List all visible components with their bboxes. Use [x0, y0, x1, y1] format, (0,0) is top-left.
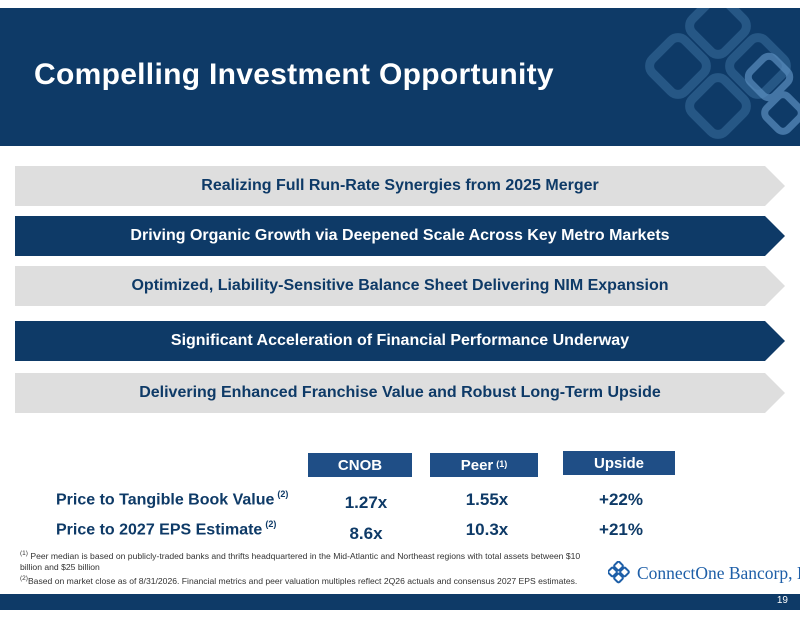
column-header-label: Peer	[460, 456, 494, 474]
pillar-label: Optimized, Liability-Sensitive Balance S…	[131, 277, 669, 294]
column-header-upside: Upside	[563, 451, 675, 475]
row-label-price-to-tbv: Price to Tangible Book Value (2)	[56, 489, 289, 509]
footnote-1: (1) Peer median is based on publicly-tra…	[20, 548, 600, 573]
column-header-cnob: CNOB	[308, 453, 412, 477]
value-peer-tbv: 1.55x	[465, 490, 509, 509]
pillar-banner-5: Delivering Enhanced Franchise Value and …	[15, 373, 785, 413]
footer-bar: 19	[0, 594, 800, 610]
pillar-label: Delivering Enhanced Franchise Value and …	[139, 384, 661, 401]
footnote-marker: (2)	[20, 574, 28, 582]
column-header-label: CNOB	[337, 456, 383, 474]
row-label-text: Price to Tangible Book Value	[56, 491, 275, 509]
footnote-2: (2)Based on market close as of 8/31/2026…	[20, 573, 600, 587]
footnotes: (1) Peer median is based on publicly-tra…	[20, 548, 600, 587]
value-cnob-tbv: 1.27x	[344, 493, 388, 512]
value-upside-eps: +21%	[599, 520, 643, 539]
pillar-label: Realizing Full Run-Rate Synergies from 2…	[201, 177, 599, 194]
pillar-banner-1: Realizing Full Run-Rate Synergies from 2…	[15, 166, 785, 206]
page-number: 19	[776, 595, 788, 606]
pillar-banner-4: Significant Acceleration of Financial Pe…	[15, 321, 785, 361]
column-header-peer: Peer (1)	[430, 453, 538, 477]
company-logo: ConnectOne Bancorp, Inc.	[608, 561, 800, 584]
connectone-diamond-logo-icon	[608, 561, 630, 584]
value-cnob-eps: 8.6x	[349, 524, 383, 543]
footnote-marker: (2)	[265, 519, 277, 529]
footnote-text: Based on market close as of 8/31/2026. F…	[27, 575, 578, 586]
interlocking-diamonds-icon	[645, 8, 800, 139]
pillar-label: Driving Organic Growth via Deepened Scal…	[130, 227, 670, 244]
footnote-marker: (2)	[277, 489, 289, 499]
page-title: Compelling Investment Opportunity	[34, 58, 554, 91]
footnote-marker: (1)	[496, 459, 508, 469]
footnote-marker: (1)	[20, 550, 28, 557]
pillar-banner-2: Driving Organic Growth via Deepened Scal…	[15, 216, 785, 256]
logo-text: ConnectOne Bancorp, Inc.	[637, 562, 800, 583]
value-peer-eps: 10.3x	[465, 520, 509, 539]
value-upside-tbv: +22%	[599, 490, 643, 509]
pillar-label: Significant Acceleration of Financial Pe…	[170, 332, 630, 349]
row-label-text: Price to 2027 EPS Estimate	[56, 521, 263, 539]
row-label-price-to-eps: Price to 2027 EPS Estimate (2)	[56, 519, 277, 539]
pillar-banner-3: Optimized, Liability-Sensitive Balance S…	[15, 266, 785, 306]
column-header-label: Upside	[593, 454, 644, 472]
footnote-text: Peer median is based on publicly-traded …	[20, 550, 581, 572]
title-banner: Compelling Investment Opportunity	[0, 8, 800, 146]
